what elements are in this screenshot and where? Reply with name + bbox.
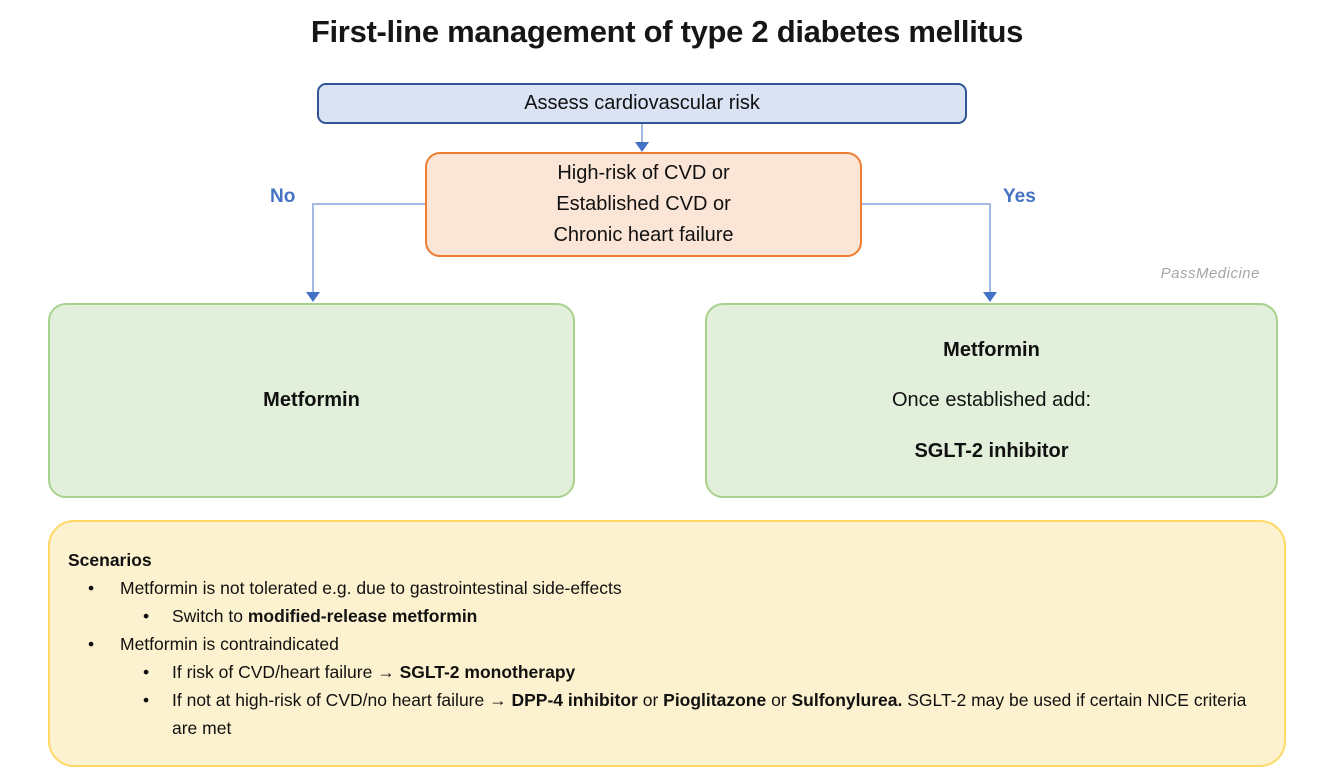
connector-yes-vertical xyxy=(989,203,991,293)
assess-risk-label: Assess cardiovascular risk xyxy=(524,92,760,114)
branch-label-yes: Yes xyxy=(1003,186,1036,207)
metformin-box: Metformin xyxy=(48,303,575,498)
bullet-icon: • xyxy=(143,606,150,626)
bullet-icon: • xyxy=(143,690,150,710)
yes-outcome-line-2: Once established add: xyxy=(891,389,1092,411)
cvd-risk-box: High-risk of CVD or Established CVD or C… xyxy=(425,152,862,257)
yes-outcome-line-1: Metformin xyxy=(943,338,1040,361)
scenario-item: • Switch to modified-release metformin xyxy=(68,602,1264,630)
watermark: PassMedicine xyxy=(1160,265,1260,282)
scenario-item-text: Metformin is not tolerated e.g. due to g… xyxy=(120,578,622,598)
cvd-risk-line-1: High-risk of CVD or xyxy=(557,162,730,184)
bullet-icon: • xyxy=(88,634,95,654)
cvd-risk-line-2: Established CVD or xyxy=(556,193,731,215)
metformin-sglt2-box: Metformin Once established add: SGLT-2 i… xyxy=(705,303,1278,498)
scenario-item-text: Switch to modified-release metformin xyxy=(172,606,478,626)
page-title: First-line management of type 2 diabetes… xyxy=(310,14,1024,49)
scenarios-heading: Scenarios xyxy=(68,550,152,570)
scenario-item-text: Metformin is contraindicated xyxy=(120,634,339,654)
arrow-down-icon xyxy=(635,142,649,152)
assess-risk-box: Assess cardiovascular risk xyxy=(317,83,967,124)
arrow-down-icon xyxy=(983,292,997,302)
branch-label-no: No xyxy=(270,186,296,207)
connector-no-horizontal xyxy=(313,203,425,205)
cvd-risk-line-3: Chronic heart failure xyxy=(553,224,734,246)
connector-top-line xyxy=(641,124,643,144)
connector-yes-horizontal xyxy=(862,203,990,205)
scenario-item: • If not at high-risk of CVD/no heart fai… xyxy=(68,686,1264,742)
bullet-icon: • xyxy=(88,578,95,598)
connector-no-vertical xyxy=(312,203,314,293)
scenarios-box: Scenarios • Metformin is not tolerated e.… xyxy=(48,520,1286,767)
yes-outcome-line-3: SGLT-2 inhibitor xyxy=(914,439,1069,462)
scenario-list: • Metformin is not tolerated e.g. due to … xyxy=(68,574,1264,742)
scenario-item: • If risk of CVD/heart failure → SGLT-2 m… xyxy=(68,658,1264,686)
arrow-down-icon xyxy=(306,292,320,302)
scenario-item-text: If not at high-risk of CVD/no heart fail… xyxy=(172,690,1247,738)
bullet-icon: • xyxy=(143,662,150,682)
scenario-item: • Metformin is contraindicated xyxy=(68,630,1264,658)
scenario-item: • Metformin is not tolerated e.g. due to … xyxy=(68,574,1264,602)
scenario-item-text: If risk of CVD/heart failure → SGLT-2 mo… xyxy=(172,662,576,682)
metformin-label: Metformin xyxy=(263,389,360,411)
